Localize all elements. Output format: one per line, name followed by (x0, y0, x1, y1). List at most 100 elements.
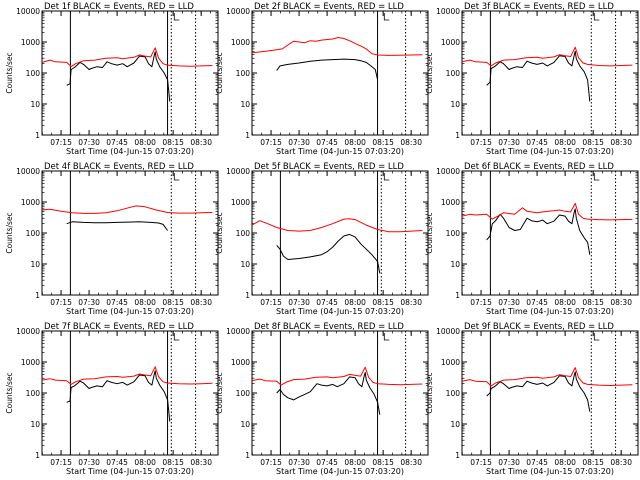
y-tick-label: 1 (455, 451, 460, 460)
top-bracket-mark (173, 13, 180, 21)
x-tick-label: 07:15 (470, 458, 492, 467)
y-axis-label: Counts/sec (425, 372, 434, 413)
panel-7: Det 7f BLACK = Events, RED = LLD 1 10 100 10… (5, 322, 219, 476)
x-tick-label: 07:30 (288, 298, 310, 307)
x-tick-label: 07:15 (470, 138, 492, 147)
series-lld-line (461, 46, 633, 67)
y-tick-label: 100 (236, 69, 251, 78)
plot-frame (251, 170, 429, 296)
series-lld-line (41, 366, 213, 385)
y-tick-label: 10000 (16, 7, 40, 16)
y-axis-label: Counts/sec (425, 52, 434, 93)
y-tick-label: 1000 (21, 198, 40, 207)
series-lld-line (41, 205, 213, 214)
series-events-line (486, 371, 591, 412)
y-tick-label: 1 (245, 451, 250, 460)
panel-title: Det 4f BLACK = Events, RED = LLD (44, 162, 194, 172)
x-tick-label: 08:30 (400, 298, 422, 307)
series-events-line (276, 372, 381, 415)
x-tick-label: 08:00 (554, 138, 576, 147)
top-bracket-mark (383, 173, 390, 181)
x-tick-label: 08:15 (582, 298, 604, 307)
x-tick-label: 07:45 (316, 458, 338, 467)
x-tick-label: 07:30 (78, 298, 100, 307)
y-tick-label: 100 (26, 69, 41, 78)
panel-title: Det 6f BLACK = Events, RED = LLD (464, 162, 614, 172)
panel-6: Det 6f BLACK = Events, RED = LLD 1 10 100 10… (425, 162, 639, 316)
x-tick-label: 08:00 (344, 458, 366, 467)
x-axis-label: Start Time (04-Jun-15 07:03:20) (66, 467, 194, 476)
y-tick-label: 1 (455, 291, 460, 300)
y-tick-label: 10000 (436, 7, 460, 16)
y-tick-label: 10000 (436, 167, 460, 176)
x-tick-label: 08:00 (344, 298, 366, 307)
y-tick-label: 1 (245, 131, 250, 140)
y-tick-label: 1000 (441, 198, 460, 207)
x-axis-label: Start Time (04-Jun-15 07:03:20) (486, 307, 614, 316)
plot-frame (41, 330, 219, 456)
y-axis-label: Counts/sec (5, 212, 14, 253)
y-tick-label: 1000 (441, 358, 460, 367)
series-lld-line (41, 47, 213, 68)
x-tick-label: 08:30 (610, 298, 632, 307)
x-axis-label: Start Time (04-Jun-15 07:03:20) (276, 467, 404, 476)
y-tick-label: 10 (240, 260, 250, 269)
top-bracket-mark (173, 333, 180, 341)
panel-title: Det 1f BLACK = Events, RED = LLD (44, 2, 194, 12)
y-tick-label: 1 (35, 291, 40, 300)
y-tick-label: 100 (446, 389, 461, 398)
x-tick-label: 08:15 (162, 458, 184, 467)
top-bracket-mark (383, 13, 390, 21)
x-tick-label: 07:15 (470, 298, 492, 307)
y-tick-label: 1000 (231, 198, 250, 207)
y-tick-label: 100 (446, 69, 461, 78)
series-events-line (276, 233, 381, 274)
y-axis-label: Counts/sec (215, 372, 224, 413)
plot-frame (461, 170, 639, 296)
y-tick-label: 10000 (226, 327, 250, 336)
x-tick-label: 07:45 (316, 298, 338, 307)
top-bracket-mark (383, 333, 390, 341)
plot-frame (251, 330, 429, 456)
x-tick-label: 08:00 (134, 458, 156, 467)
x-tick-label: 08:30 (610, 458, 632, 467)
top-bracket-mark (593, 333, 600, 341)
x-tick-label: 08:30 (400, 138, 422, 147)
x-tick-label: 07:30 (288, 138, 310, 147)
y-tick-label: 10 (450, 420, 460, 429)
x-tick-label: 07:45 (526, 458, 548, 467)
panel-title: Det 5f BLACK = Events, RED = LLD (254, 162, 404, 172)
y-axis-label: Counts/sec (425, 212, 434, 253)
x-tick-label: 08:15 (372, 138, 394, 147)
x-tick-label: 08:30 (400, 458, 422, 467)
y-tick-label: 1 (245, 291, 250, 300)
y-axis-label: Counts/sec (215, 212, 224, 253)
y-tick-label: 1000 (21, 358, 40, 367)
top-bracket-mark (593, 13, 600, 21)
y-tick-label: 10000 (16, 327, 40, 336)
x-tick-label: 08:00 (134, 298, 156, 307)
series-events-line (486, 50, 591, 102)
x-tick-label: 08:15 (582, 458, 604, 467)
series-events-line (486, 208, 591, 255)
x-tick-label: 07:45 (526, 298, 548, 307)
x-axis-label: Start Time (04-Jun-15 07:03:20) (276, 147, 404, 156)
y-tick-label: 100 (236, 229, 251, 238)
x-tick-label: 07:30 (498, 458, 520, 467)
plot-frame (251, 10, 429, 136)
y-axis-label: Counts/sec (5, 372, 14, 413)
y-tick-label: 1000 (441, 38, 460, 47)
x-tick-label: 07:30 (498, 138, 520, 147)
x-tick-label: 08:30 (190, 458, 212, 467)
x-tick-label: 08:00 (554, 298, 576, 307)
x-tick-label: 07:45 (316, 138, 338, 147)
y-tick-label: 1 (35, 131, 40, 140)
panel-title: Det 7f BLACK = Events, RED = LLD (44, 322, 194, 332)
panel-1: Det 1f BLACK = Events, RED = LLD 1 10 100 10… (5, 2, 219, 156)
x-tick-label: 07:45 (106, 458, 128, 467)
y-tick-label: 100 (26, 229, 41, 238)
x-tick-label: 08:30 (190, 138, 212, 147)
x-axis-label: Start Time (04-Jun-15 07:03:20) (66, 147, 194, 156)
panel-3: Det 3f BLACK = Events, RED = LLD 1 10 100 10… (425, 2, 639, 156)
x-tick-label: 08:15 (372, 458, 394, 467)
